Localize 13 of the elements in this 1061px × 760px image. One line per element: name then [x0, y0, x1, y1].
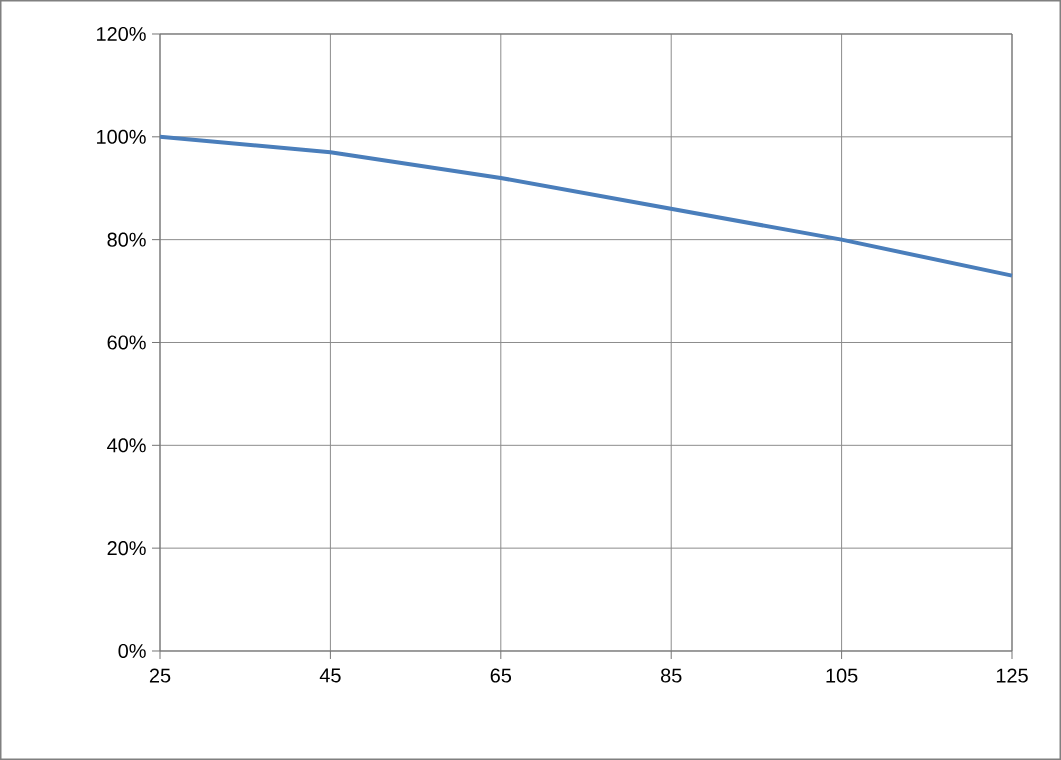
x-tick-label: 125 — [996, 668, 1028, 683]
y-tick-label: 0% — [118, 643, 146, 659]
y-tick-label: 20% — [107, 541, 146, 556]
y-tick-label: 100% — [97, 129, 146, 144]
x-tick-label: 105 — [826, 668, 858, 683]
y-tick-label: 80% — [107, 232, 146, 247]
x-tick-label: 65 — [490, 668, 512, 683]
x-tick-label: 45 — [319, 668, 341, 683]
y-tick-label: 40% — [107, 438, 146, 453]
x-tick-label: 25 — [149, 668, 171, 683]
y-tick-label: 120% — [97, 26, 146, 42]
y-tick-label: 60% — [107, 335, 146, 350]
x-tick-label: 85 — [660, 668, 682, 683]
